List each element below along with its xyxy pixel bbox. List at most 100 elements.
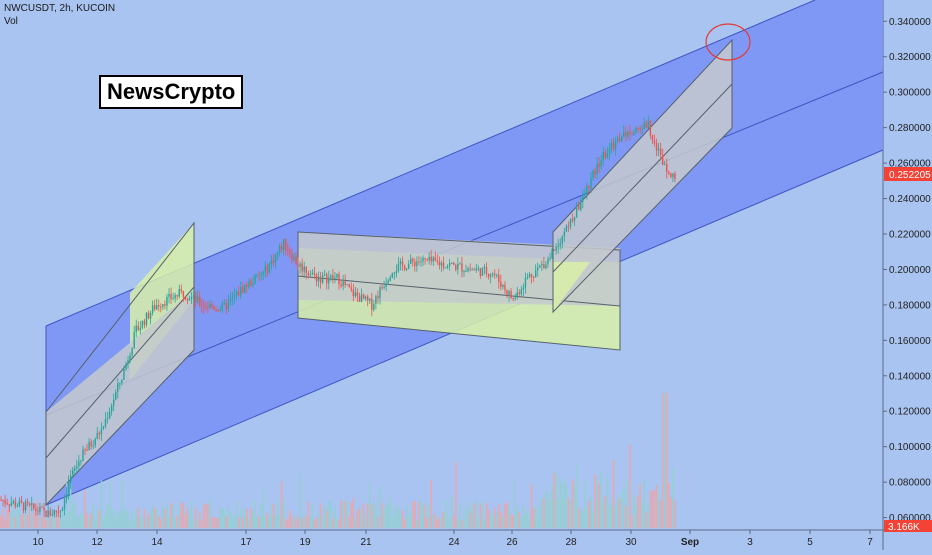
volume-bar (379, 485, 381, 528)
volume-bar (153, 507, 156, 528)
volume-bar (389, 498, 391, 528)
volume-bar (90, 513, 92, 528)
candle-body (24, 501, 27, 511)
volume-bar (459, 504, 461, 528)
volume-bar (82, 512, 84, 528)
candle-body (342, 281, 344, 287)
volume-bar (551, 484, 553, 528)
volume-bar (448, 517, 451, 528)
candle-body (666, 164, 668, 172)
volume-bar (55, 510, 58, 528)
volume-bar (614, 507, 617, 528)
candle-body (121, 379, 123, 383)
volume-bar (272, 504, 275, 528)
candle-body (612, 142, 615, 150)
candle-body (641, 128, 643, 130)
volume-bar (401, 510, 404, 528)
volume-bar (129, 519, 131, 528)
candle-body (235, 291, 238, 296)
candle-body (649, 121, 652, 136)
volume-bar (635, 504, 637, 528)
candle-body (664, 164, 666, 166)
candle-body (143, 320, 146, 325)
candle-body (608, 148, 611, 154)
volume-bar (307, 501, 310, 528)
volume-bar (41, 516, 43, 528)
candle-body (112, 399, 115, 406)
candle-body (229, 298, 232, 301)
volume-bar (311, 503, 314, 528)
volume-bar (567, 498, 570, 528)
candle-body (637, 127, 639, 129)
volume-bar (473, 503, 475, 528)
time-tick-label: 19 (299, 537, 311, 548)
volume-bar (522, 504, 525, 528)
candle-body (260, 274, 262, 276)
candle-body (172, 298, 174, 300)
time-tick-label: 28 (565, 537, 577, 548)
volume-bar (594, 474, 596, 528)
candle-body (473, 269, 475, 271)
candle-body (119, 382, 121, 384)
volume-bar (239, 509, 242, 528)
volume-bar (88, 516, 90, 528)
volume-bar (457, 519, 459, 528)
candle-body (16, 505, 19, 507)
candle-body (139, 327, 142, 331)
candle-body (293, 256, 295, 261)
candle-body (573, 217, 576, 221)
candle-body (133, 331, 135, 348)
candle-body (485, 266, 488, 274)
candle-body (225, 303, 228, 310)
candle-body (231, 296, 234, 299)
volume-bar (545, 491, 547, 528)
volume-bar (213, 517, 215, 528)
volume-bar (623, 487, 625, 528)
candle-body (309, 273, 312, 275)
volume-bar (360, 510, 363, 528)
volume-bar (295, 519, 297, 528)
candle-body (377, 296, 379, 299)
volume-bar (174, 518, 176, 528)
volume-bar (260, 504, 262, 528)
volume-bar (98, 510, 101, 528)
time-tick-label: 26 (506, 537, 518, 548)
candle-body (489, 274, 492, 277)
volume-bar (96, 509, 99, 528)
candle-body (53, 510, 56, 515)
candle-body (354, 292, 357, 297)
volume-bar (168, 515, 170, 528)
volume-bar (57, 507, 60, 528)
volume-bar (164, 509, 166, 528)
volume-bar (237, 517, 240, 528)
candle-body (475, 268, 477, 271)
candle-body (620, 136, 623, 142)
candle-body (170, 293, 172, 300)
candle-body (477, 268, 480, 270)
range-channel-outline (297, 231, 621, 351)
volume-bar (8, 500, 10, 528)
flag-channel-1-mid-line (45, 286, 195, 459)
candle-body (55, 510, 58, 512)
volume-bar (653, 489, 656, 528)
candle-body (403, 265, 406, 270)
volume-bar (78, 516, 80, 528)
volume-bar (416, 519, 418, 528)
volume-bar (440, 516, 443, 528)
volume-bar (309, 517, 312, 528)
candle-body (266, 265, 269, 273)
candle-body (598, 163, 600, 168)
volume-bar (354, 517, 357, 528)
volume-bar (53, 517, 56, 528)
volume-bar (627, 480, 629, 528)
volume-bar (123, 510, 125, 528)
candle-body (551, 249, 553, 259)
candle-body (153, 305, 156, 310)
candle-body (250, 280, 252, 286)
volume-bar (618, 498, 621, 528)
volume-bar (143, 509, 146, 528)
candle-body (256, 274, 258, 276)
volume-bar (557, 497, 559, 528)
volume-bar (506, 501, 508, 528)
